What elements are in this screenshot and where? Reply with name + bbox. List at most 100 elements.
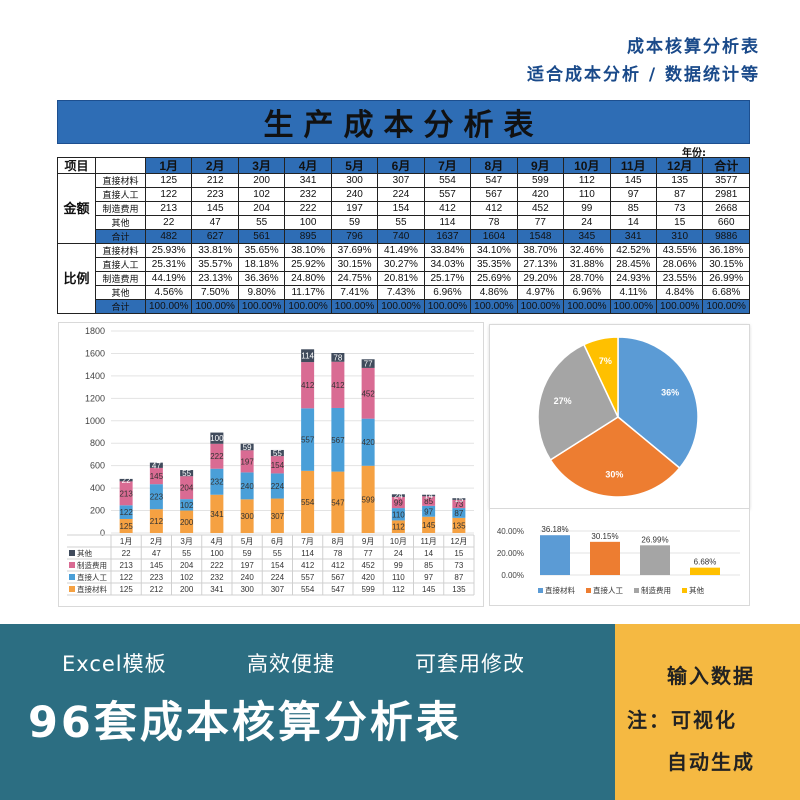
- pie-chart: 36% 30% 27% 7%: [537, 336, 699, 498]
- data-label: 300: [240, 512, 254, 521]
- bar-segment: [270, 456, 284, 474]
- promo-banner-accent: [615, 624, 800, 800]
- table-cell: 34.10%: [470, 243, 518, 258]
- x-tick-label: 5月: [241, 537, 253, 546]
- x-tick-label: 9月: [362, 537, 374, 546]
- data-label: 412: [331, 381, 345, 390]
- table-value: 200: [180, 585, 194, 594]
- table-value: 197: [240, 561, 254, 570]
- data-label: 224: [271, 482, 285, 491]
- y-tick-label: 40.00%: [497, 527, 524, 536]
- table-cell: 197: [330, 201, 379, 216]
- pie-label: 7%: [599, 356, 612, 366]
- table-value: 122: [119, 573, 133, 582]
- data-label: 36.18%: [541, 525, 568, 534]
- table-value: 300: [240, 585, 254, 594]
- data-label: 22: [122, 476, 131, 485]
- table-cell: 100.00%: [237, 299, 286, 314]
- table-value: 145: [422, 585, 436, 594]
- row-total-cell: 30.15%: [702, 257, 750, 272]
- table-cell: 30.15%: [330, 257, 379, 272]
- table-cell: 307: [377, 173, 425, 188]
- ratio-bar: [690, 567, 720, 575]
- table-cell: 33.81%: [191, 243, 239, 258]
- table-row: 其他 22 47 55 100 59 55 114 78 77 24 14 15 660: [58, 215, 750, 230]
- legend-label: 直接人工: [77, 572, 107, 582]
- bar-segment: [361, 418, 375, 466]
- bar-segment: [452, 499, 466, 509]
- data-label: 99: [394, 499, 403, 508]
- table-value: 47: [152, 549, 161, 558]
- bar-segment: [180, 510, 194, 533]
- row-label: 合计: [95, 229, 146, 244]
- table-cell: 99: [563, 201, 611, 216]
- header-total: 合计: [702, 157, 750, 174]
- x-tick-label: 4月: [211, 537, 223, 546]
- x-tick-label: 10月: [390, 537, 407, 546]
- bar-segment: [391, 496, 405, 509]
- bar-segment: [452, 498, 466, 500]
- table-cell: 59: [330, 215, 379, 230]
- table-cell: 100.00%: [377, 299, 425, 314]
- table-cell: 567: [470, 187, 518, 202]
- ratio-bar-chart-panel: 0.00% 20.00% 40.00% 36.18% 30.15% 26.99% 6.68%…: [489, 508, 750, 606]
- table-cell: 55: [377, 215, 425, 230]
- header-month: 12月: [655, 157, 704, 174]
- data-label: 223: [150, 493, 164, 502]
- spreadsheet: 生产成本分析表 年份: 项目 1月 2月 3月 4月 5月 6月 7月 8月 9月 10月 11月 12…: [57, 100, 750, 314]
- table-cell: 25.31%: [144, 257, 193, 272]
- table-cell: 44.19%: [144, 271, 193, 286]
- y-tick-label: 200: [90, 506, 105, 516]
- row-total-cell: 100.00%: [702, 299, 750, 314]
- bar-segment: [331, 471, 345, 533]
- table-cell: 135: [655, 173, 704, 188]
- data-label: 341: [210, 510, 224, 519]
- table-cell: 100: [284, 215, 332, 230]
- table-cell: 15: [655, 215, 704, 230]
- table-cell: 1548: [516, 229, 565, 244]
- ratio-bar: [640, 545, 670, 575]
- table-cell: 420: [516, 187, 565, 202]
- table-value: 212: [150, 585, 164, 594]
- table-cell: 25.69%: [470, 271, 518, 286]
- pie-label: 27%: [554, 396, 572, 406]
- legend-swatch: [69, 562, 75, 568]
- table-value: 55: [182, 549, 191, 558]
- table-cell: 232: [284, 187, 332, 202]
- table-row: 比例 直接材料 25.93% 33.81% 35.65% 38.10% 37.69% 41.4…: [57, 243, 750, 314]
- table-cell: 482: [144, 229, 193, 244]
- table-value: 110: [392, 573, 405, 582]
- table-value: 14: [424, 549, 433, 558]
- table-value: 599: [361, 585, 375, 594]
- table-cell: 28.70%: [563, 271, 611, 286]
- bar-segment: [180, 470, 194, 477]
- table-cell: 7.41%: [330, 285, 379, 300]
- y-tick-label: 20.00%: [497, 549, 524, 558]
- x-tick-label: 6月: [271, 537, 283, 546]
- pie-label: 36%: [661, 387, 679, 397]
- table-cell: 4.86%: [470, 285, 518, 300]
- table-cell: 300: [330, 173, 379, 188]
- table-row: 合计 100.00% 100.00% 100.00% 100.00% 100.00% 100…: [58, 299, 750, 314]
- data-label: 85: [424, 497, 433, 506]
- table-cell: 599: [516, 173, 565, 188]
- table-value: 85: [424, 561, 433, 570]
- y-tick-label: 0.00%: [501, 571, 524, 580]
- table-cell: 23.55%: [655, 271, 704, 286]
- table-cell: 100.00%: [516, 299, 565, 314]
- bar-segment: [210, 432, 224, 444]
- header-blank: [95, 157, 146, 174]
- bar-segment: [270, 449, 284, 457]
- row-label: 直接材料: [95, 173, 146, 188]
- table-cell: 25.93%: [144, 243, 193, 258]
- table-cell: 145: [609, 173, 657, 188]
- table-value: 224: [271, 573, 285, 582]
- header-month: 9月: [516, 157, 565, 174]
- header-month: 10月: [563, 157, 611, 174]
- x-tick-label: 3月: [180, 537, 192, 546]
- table-value: 59: [243, 549, 252, 558]
- table-cell: 554: [423, 173, 472, 188]
- data-label: 59: [243, 443, 252, 452]
- table-cell: 37.69%: [330, 243, 379, 258]
- table-cell: 102: [237, 187, 286, 202]
